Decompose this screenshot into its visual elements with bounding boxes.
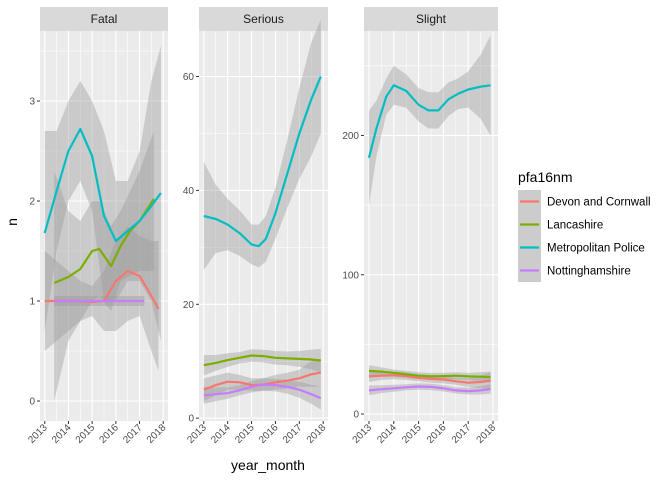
line-slight-nottinghamshire	[368, 385, 491, 393]
facet-fatal: Fatal 0 1 2 3 2013 2014 2015 2016 2017 2018	[26, 7, 169, 446]
x-tick-label: 2016	[257, 422, 281, 446]
legend-label: Devon and Cornwall	[547, 197, 651, 209]
strip-slight	[364, 7, 498, 31]
x-tick-label: 2018	[145, 422, 169, 446]
strip-label-serious: Serious	[243, 12, 284, 26]
x-tick-label: 2018	[475, 422, 499, 446]
x-tick-label: 2017	[450, 422, 474, 446]
y-tick-label: 200	[342, 131, 359, 142]
y-tick-label: 0	[29, 397, 35, 408]
line-slight-metropolitan-police	[367, 84, 491, 159]
ribbon-serious-devon-and-cornwall	[203, 358, 321, 402]
x-tick-label: 2015	[74, 422, 98, 446]
strip-fatal	[40, 7, 168, 31]
line-fatal-metropolitan-police	[43, 127, 162, 243]
y-tick-label: 60	[183, 72, 195, 83]
strip-label-slight: Slight	[416, 12, 447, 26]
legend-title: pfa16nm	[518, 169, 572, 185]
legend-keys: Devon and Cornwall Lancashire Metropolitan…	[518, 190, 651, 282]
x-tick-label: 2017	[281, 422, 305, 446]
x-tick-label: 2015	[400, 422, 424, 446]
legend-label: Lancashire	[547, 220, 603, 232]
legend-label: Nottinghamshire	[547, 266, 631, 278]
ribbon-serious-metropolitan-police	[203, 19, 321, 271]
legend: pfa16nm Devon and Cornwall Lancashire Metr…	[518, 169, 651, 282]
y-tick-label: 1	[29, 297, 35, 308]
x-tick-label: 2015	[233, 422, 257, 446]
x-tick-label: 2014	[209, 422, 233, 446]
legend-entry-lancashire: Lancashire	[518, 213, 603, 236]
x-tick-label: 2016	[425, 422, 449, 446]
legend-entry-nottinghamshire: Nottinghamshire	[518, 259, 631, 282]
ribbon-serious-lancashire	[203, 348, 321, 376]
ribbon-slight-lancashire	[369, 365, 491, 383]
strip-label-fatal: Fatal	[91, 12, 118, 26]
x-tick-label: 2013	[26, 422, 50, 446]
x-tick-label: 2016	[97, 422, 121, 446]
legend-label: Metropolitan Police	[547, 243, 645, 255]
y-tick-label: 20	[183, 300, 195, 311]
y-tick-label: 3	[29, 97, 35, 108]
ribbon-fatal-devon-and-cornwall	[44, 226, 159, 371]
line-serious-metropolitan-police	[203, 76, 322, 248]
x-tick-label: 2013	[185, 422, 209, 446]
facet-serious: Serious 0 20 40 60 2013 2014 2015 2016 2017 2018	[183, 7, 329, 446]
line-slight-devon-and-cornwall	[368, 374, 491, 384]
line-serious-lancashire	[203, 354, 321, 367]
y-tick-label: 40	[183, 186, 195, 197]
ribbon-slight-metropolitan-police	[369, 35, 491, 206]
x-tick-label: 2014	[50, 422, 74, 446]
x-axis-title: year_month	[231, 457, 305, 473]
x-tick-label: 2014	[375, 422, 399, 446]
facet-slight: Slight 0 100 200 2013 2014 2015 2016 2017 2018	[342, 7, 498, 446]
x-tick-label: 2018	[305, 422, 329, 446]
x-tick-label: 2017	[121, 422, 145, 446]
y-axis-title: n	[4, 218, 20, 226]
strip-serious	[199, 7, 328, 31]
ribbon-fatal-lancashire	[54, 131, 154, 401]
ribbon-serious-nottinghamshire	[203, 378, 321, 410]
y-tick-label: 100	[342, 270, 359, 281]
y-tick-label: 0	[188, 414, 194, 425]
x-tick-label: 2013	[351, 422, 375, 446]
legend-entry-devon-and-cornwall: Devon and Cornwall	[518, 190, 651, 213]
ribbon-slight-nottinghamshire	[369, 383, 491, 396]
ribbon-fatal-metropolitan-police	[44, 46, 161, 341]
line-serious-nottinghamshire	[203, 383, 322, 400]
legend-entry-metropolitan-police: Metropolitan Police	[518, 236, 645, 259]
y-tick-label: 2	[29, 197, 35, 208]
y-tick-label: 0	[353, 410, 359, 421]
line-slight-lancashire	[368, 369, 491, 379]
